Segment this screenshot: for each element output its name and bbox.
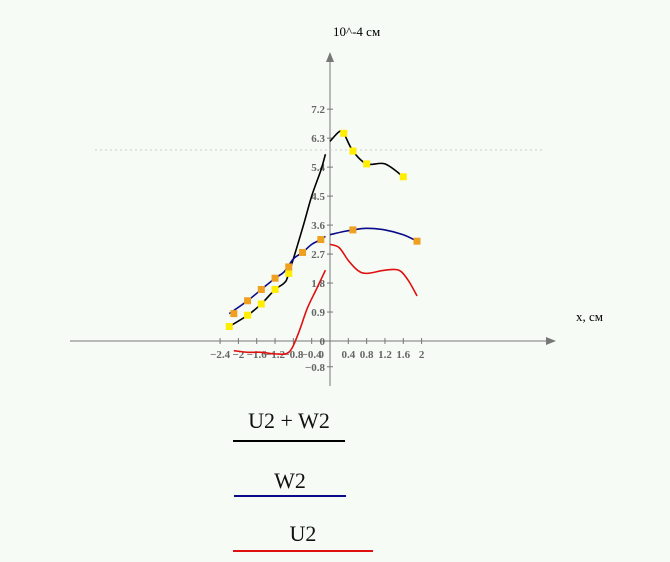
legend-item-u2: U2	[233, 519, 373, 553]
legend-swatch-u2	[233, 550, 373, 552]
legend-item-w2: W2	[234, 466, 346, 498]
y-tick-label: 0.9	[311, 307, 325, 319]
y-tick-label: 4.5	[311, 191, 325, 203]
y-tick-label: 3.6	[311, 220, 325, 232]
x-tick-label: 0.8	[360, 349, 374, 361]
x-tick-label: 1.6	[396, 349, 410, 361]
x-tick-label: 0.4	[341, 349, 355, 361]
legend-item-u2w2: U2 + W2	[233, 406, 345, 442]
y-tick-label: −0.8	[305, 362, 326, 374]
y-tick-label: 7.2	[311, 104, 325, 116]
legend-label-u2w2: U2 + W2	[248, 408, 330, 433]
x-tick-label: −2.4	[210, 349, 231, 361]
x-tick-label: 2	[419, 349, 425, 361]
chart-plot-area: −2.4 −2 −1.6−1.2−0.8−0.4 0.4 0.8 1.2 1.6 207.26…	[70, 24, 603, 386]
legend-swatch-u2w2	[233, 440, 345, 442]
legend-label-w2: W2	[274, 468, 306, 493]
data-point-w2	[230, 310, 238, 318]
x-axis-label: x, см	[576, 309, 603, 324]
data-point-w2	[413, 237, 421, 245]
data-point-u2-w2	[399, 173, 407, 181]
y-tick-label: 0	[320, 336, 326, 348]
data-point-w2	[285, 263, 293, 271]
x-tick-label: 1.2	[378, 349, 392, 361]
series-line-u2	[233, 269, 327, 356]
x-tick-label: −1.2	[265, 349, 286, 361]
data-point-w2	[271, 274, 279, 282]
legend-label-u2: U2	[289, 521, 317, 546]
series-line-u2	[329, 243, 418, 297]
data-point-u2-w2	[285, 269, 293, 277]
y-tick-label: 6.3	[311, 133, 325, 145]
data-point-u2-w2	[244, 311, 252, 319]
data-point-u2-w2	[225, 323, 233, 331]
data-point-w2	[349, 226, 357, 234]
y-tick-label: 2.7	[311, 249, 325, 261]
data-point-u2-w2	[257, 300, 265, 308]
data-point-u2-w2	[363, 160, 371, 168]
legend-swatch-w2	[234, 495, 346, 497]
series-line-w2	[329, 227, 418, 242]
y-axis-arrow	[326, 52, 334, 62]
data-point-u2-w2	[271, 285, 279, 293]
series-line-u2-w2	[228, 154, 327, 328]
data-point-w2	[257, 285, 265, 293]
data-point-w2	[299, 248, 307, 256]
x-tick-label: −0.4	[302, 349, 323, 361]
data-point-w2	[317, 236, 325, 244]
x-tick-label: 0	[319, 349, 325, 361]
y-axis-label: 10^-4 см	[333, 24, 380, 39]
data-point-u2-w2	[340, 129, 348, 137]
data-point-w2	[244, 297, 252, 305]
series-line-u2-w2	[329, 129, 404, 178]
x-axis-arrow	[546, 337, 556, 345]
data-point-u2-w2	[349, 147, 357, 155]
